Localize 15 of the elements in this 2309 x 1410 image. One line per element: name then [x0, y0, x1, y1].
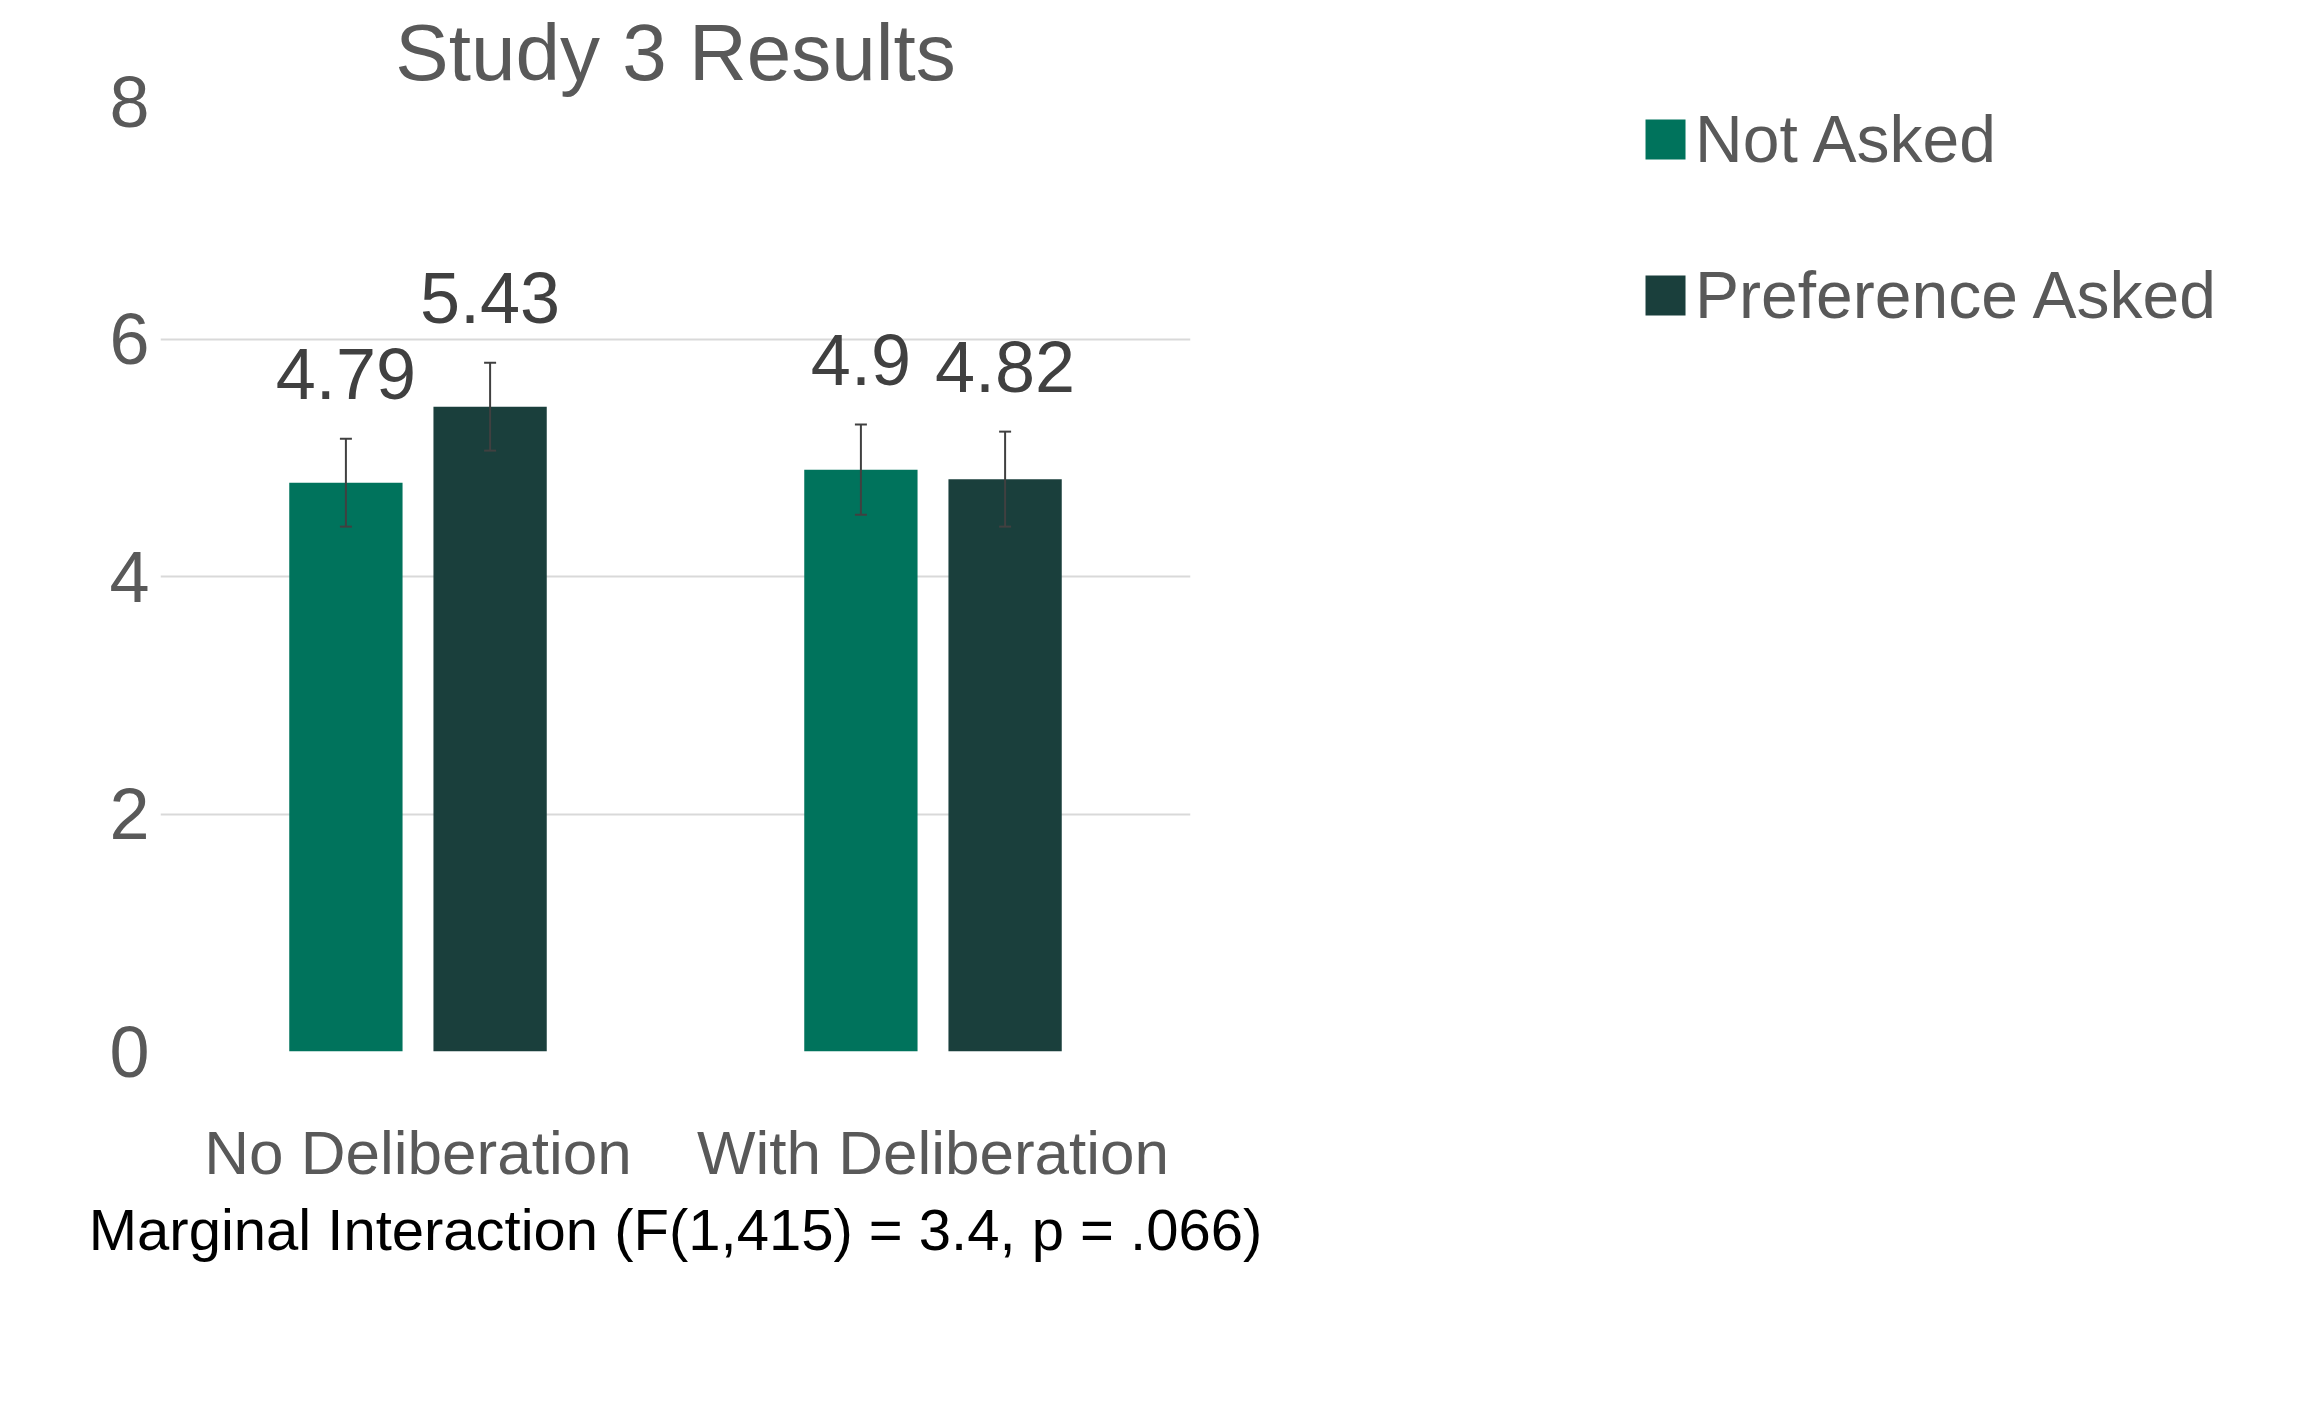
y-tick-label: 4 [109, 536, 150, 617]
x-tick-label: With Deliberation [696, 1117, 1170, 1187]
data-label: 4.82 [935, 326, 1076, 407]
legend-label: Preference Asked [1695, 257, 2216, 333]
y-tick-label: 6 [109, 299, 150, 379]
text: Marginal Interaction (F(1,415) = 3.4, p = .066) [88, 1196, 1263, 1262]
y-tick-label: 0 [109, 1011, 150, 1092]
y-tick-label: 2 [109, 774, 150, 854]
x-tick-label: No Deliberation [204, 1117, 632, 1187]
data-label: 4.9 [810, 319, 911, 400]
y-tick-label: 8 [109, 61, 150, 142]
data-label: 4.79 [275, 333, 416, 414]
legend-label: Not Asked [1695, 101, 1996, 177]
chart-title: Study 3 Results [395, 7, 956, 97]
data-label: 5.43 [420, 257, 561, 338]
